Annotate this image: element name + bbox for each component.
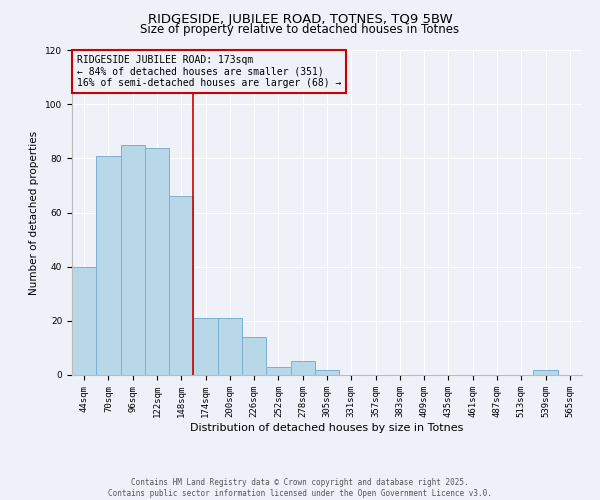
Bar [145,148,169,375]
Bar [533,370,558,375]
Text: Size of property relative to detached houses in Totnes: Size of property relative to detached ho… [140,22,460,36]
Bar [218,318,242,375]
Bar [242,337,266,375]
Bar [266,367,290,375]
Text: RIDGESIDE JUBILEE ROAD: 173sqm
← 84% of detached houses are smaller (351)
16% of: RIDGESIDE JUBILEE ROAD: 173sqm ← 84% of … [77,55,341,88]
Bar [121,145,145,375]
Text: Contains HM Land Registry data © Crown copyright and database right 2025.
Contai: Contains HM Land Registry data © Crown c… [108,478,492,498]
Bar [96,156,121,375]
Bar [315,370,339,375]
Text: RIDGESIDE, JUBILEE ROAD, TOTNES, TQ9 5BW: RIDGESIDE, JUBILEE ROAD, TOTNES, TQ9 5BW [148,12,452,26]
Bar [169,196,193,375]
Bar [72,266,96,375]
Bar [290,362,315,375]
X-axis label: Distribution of detached houses by size in Totnes: Distribution of detached houses by size … [190,422,464,432]
Bar [193,318,218,375]
Y-axis label: Number of detached properties: Number of detached properties [29,130,40,294]
